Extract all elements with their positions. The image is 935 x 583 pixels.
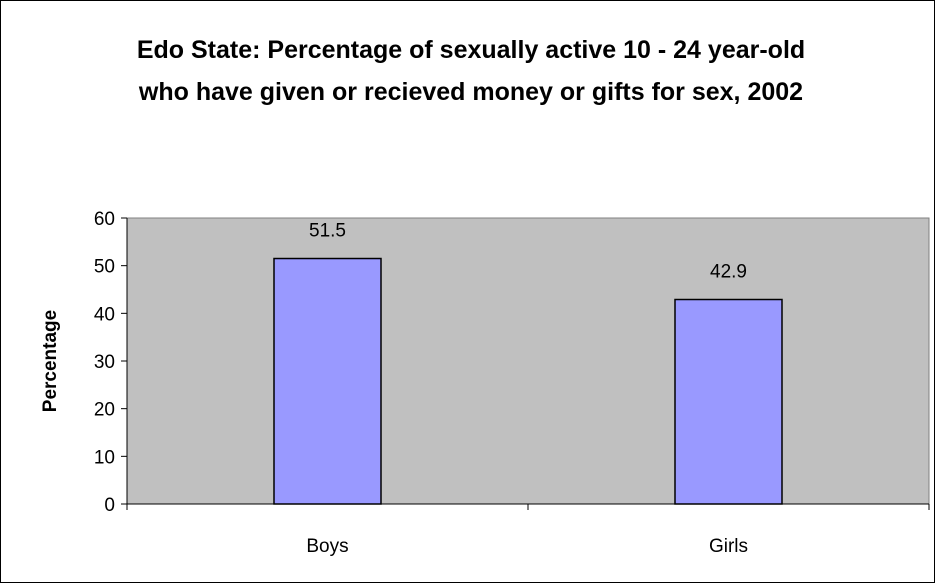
- bar-boys: [273, 257, 382, 505]
- y-tick-label: 30: [94, 352, 115, 373]
- y-tick-label: 40: [94, 304, 115, 325]
- labels-group: 51.5 Boys 42.9 Girls 0 10 20 30 40 50 60 Percentage: [40, 209, 748, 557]
- y-tick-label: 0: [104, 495, 115, 516]
- y-tick-label: 60: [94, 209, 115, 230]
- bars-group: [273, 257, 783, 505]
- x-tick-label-boys: Boys: [306, 536, 348, 557]
- y-axis-title: Percentage: [40, 310, 61, 412]
- bar-girls: [674, 298, 783, 505]
- y-tick-label: 20: [94, 400, 115, 421]
- plot-background: [126, 217, 930, 505]
- data-label-boys: 51.5: [309, 221, 346, 242]
- data-label-girls: 42.9: [710, 262, 747, 283]
- y-tick-label: 50: [94, 257, 115, 278]
- chart-title: Edo State: Percentage of sexually active…: [136, 36, 806, 106]
- axes-group: [121, 217, 930, 510]
- x-tick-label-girls: Girls: [709, 536, 748, 557]
- y-tick-label: 10: [94, 447, 115, 468]
